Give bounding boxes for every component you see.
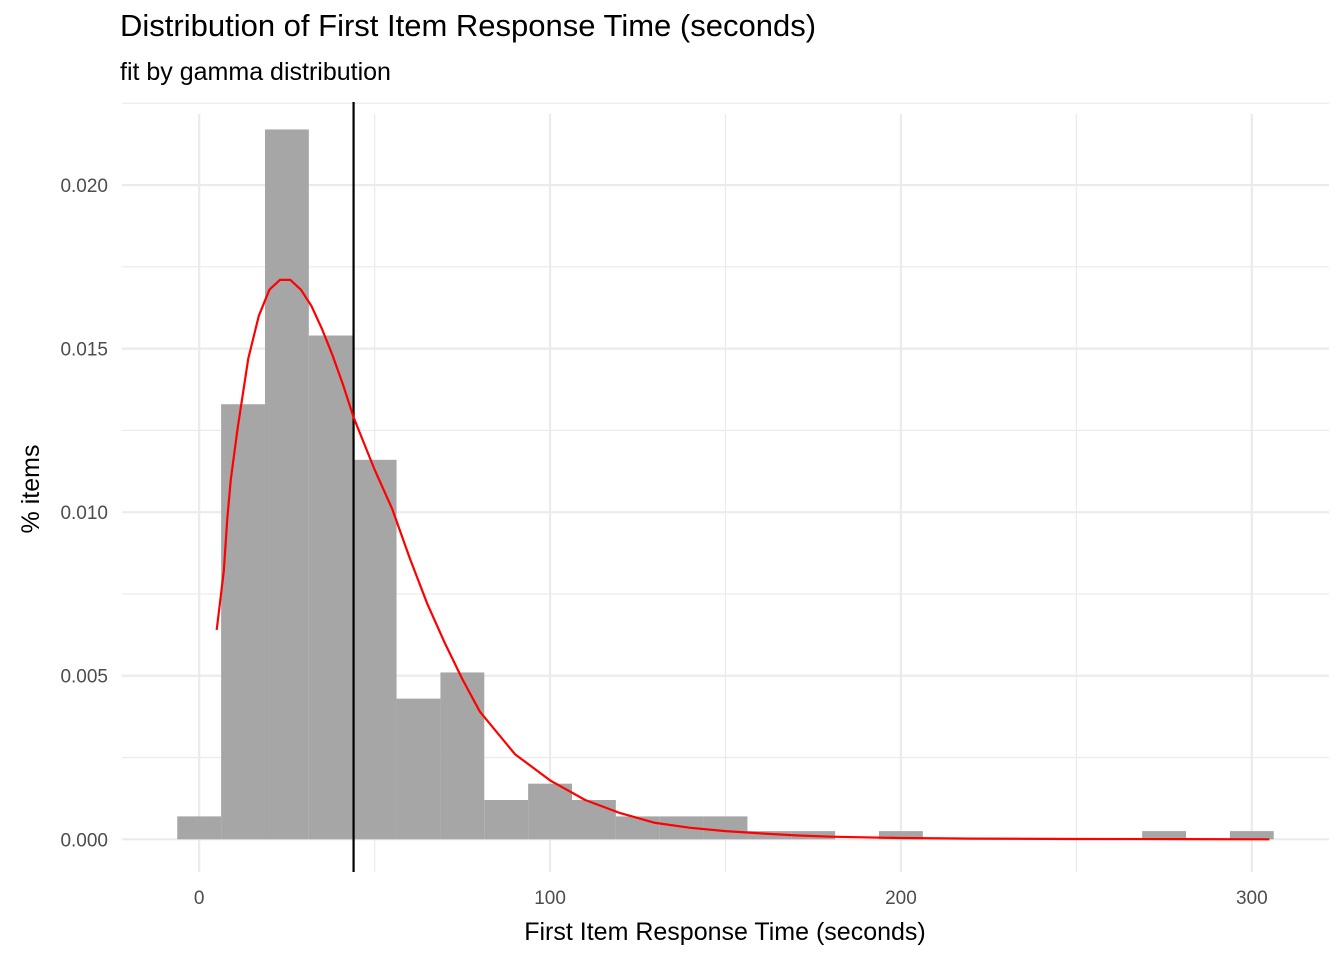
x-axis-title: First Item Response Time (seconds) [524, 918, 926, 946]
chart-subtitle: fit by gamma distribution [120, 58, 391, 86]
y-tick-label: 0.010 [60, 503, 108, 524]
y-axis-title: % items [17, 445, 45, 534]
histogram-bar [747, 831, 792, 840]
histogram-bar [571, 800, 616, 840]
histogram-bar [177, 816, 222, 840]
y-axis-ticks: 0.000 0.005 0.010 0.015 0.020 [60, 176, 108, 851]
y-tick-label: 0.000 [60, 830, 108, 851]
chart-title: Distribution of First Item Response Time… [120, 8, 817, 43]
histogram-bar [659, 816, 704, 840]
histogram-bar [264, 129, 309, 840]
histogram-bar [440, 672, 485, 840]
gamma-fit-curve [215, 278, 1270, 841]
histogram-bar [221, 404, 265, 840]
histogram-bar [396, 698, 441, 840]
histogram-bar [528, 783, 572, 840]
histogram-bar [1229, 831, 1274, 840]
y-tick-label: 0.005 [60, 667, 108, 688]
x-tick-label: 0 [194, 888, 205, 909]
histogram-bar [703, 816, 748, 840]
x-tick-label: 100 [534, 888, 566, 909]
histogram-bar [879, 831, 923, 840]
histogram-bar [1142, 831, 1187, 840]
curve-layer [215, 278, 1270, 841]
bars-layer [177, 129, 1274, 840]
histogram-bar [308, 335, 353, 840]
x-tick-label: 300 [1236, 888, 1268, 909]
histogram-bar [484, 800, 529, 840]
histogram-bar [352, 459, 397, 840]
x-axis-ticks: 0 100 200 300 [194, 888, 1268, 909]
histogram-bar [615, 816, 660, 840]
y-tick-label: 0.015 [60, 340, 108, 361]
x-tick-label: 200 [885, 888, 917, 909]
y-tick-label: 0.020 [60, 176, 108, 197]
